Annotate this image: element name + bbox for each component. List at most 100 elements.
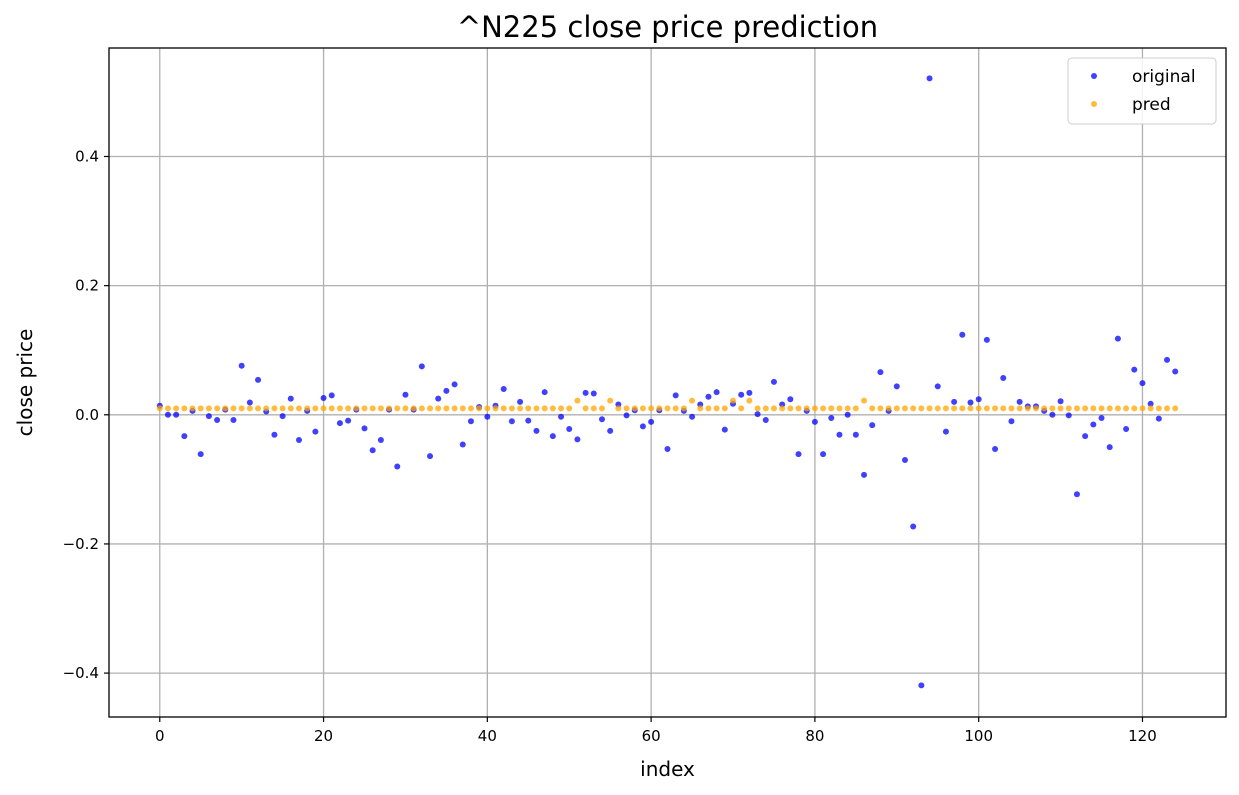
pred-point <box>517 405 524 412</box>
original-point <box>754 411 761 418</box>
original-point <box>525 417 532 424</box>
original-point <box>214 416 221 423</box>
original-point <box>664 446 671 453</box>
y-axis-ticks: −0.4 −0.2 0.0 0.2 0.4 <box>63 147 109 682</box>
original-point <box>287 395 294 402</box>
pred-point <box>901 405 908 412</box>
original-point <box>910 523 917 530</box>
original-point <box>336 420 343 427</box>
original-point <box>435 395 442 402</box>
pred-point <box>762 405 769 412</box>
original-point <box>844 411 851 418</box>
pred-point <box>1155 405 1162 412</box>
original-point <box>811 418 818 425</box>
pred-point <box>615 405 622 412</box>
original-point <box>418 363 425 370</box>
pred-point <box>631 405 638 412</box>
pred-point <box>345 405 352 412</box>
original-point <box>558 413 565 420</box>
pred-point <box>427 405 434 412</box>
original-point <box>942 428 949 435</box>
pred-point <box>484 405 491 412</box>
pred-point <box>656 405 663 412</box>
pred-point <box>680 405 687 412</box>
pred-point <box>598 405 605 412</box>
pred-point <box>451 405 458 412</box>
pred-point <box>1082 405 1089 412</box>
original-point <box>1114 335 1121 342</box>
pred-point <box>721 405 728 412</box>
pred-point <box>738 405 745 412</box>
pred-point <box>697 405 704 412</box>
original-point <box>500 385 507 392</box>
pred-point <box>664 405 671 412</box>
pred-point <box>885 405 892 412</box>
original-point <box>328 392 335 399</box>
original-point <box>951 398 958 405</box>
x-tick-label: 20 <box>314 727 333 745</box>
pred-point <box>492 405 499 412</box>
pred-point <box>353 405 360 412</box>
pred-point <box>230 405 237 412</box>
pred-point <box>689 397 696 404</box>
pred-point <box>320 405 327 412</box>
pred-point <box>1131 405 1138 412</box>
pred-point <box>328 405 335 412</box>
pred-point <box>1090 405 1097 412</box>
pred-point <box>1065 405 1072 412</box>
original-point <box>639 423 646 430</box>
pred-point <box>1049 405 1056 412</box>
x-tick-label: 0 <box>155 727 165 745</box>
original-point <box>345 417 352 424</box>
x-tick-label: 60 <box>642 727 661 745</box>
pred-point <box>639 405 646 412</box>
pred-point <box>893 405 900 412</box>
original-point <box>238 362 245 369</box>
original-point <box>295 436 302 443</box>
original-point <box>279 413 286 420</box>
original-point <box>901 456 908 463</box>
pred-point <box>369 405 376 412</box>
legend-marker-pred <box>1091 101 1097 107</box>
pred-point <box>443 405 450 412</box>
original-point <box>394 463 401 470</box>
pred-point <box>263 405 270 412</box>
pred-point <box>558 405 565 412</box>
pred-point <box>418 405 425 412</box>
original-point <box>877 369 884 376</box>
pred-point <box>156 405 163 412</box>
pred-point <box>1008 405 1015 412</box>
pred-point <box>246 405 253 412</box>
pred-point <box>1106 405 1113 412</box>
y-tick-label: 0.4 <box>75 147 99 165</box>
x-tick-label: 40 <box>478 727 497 745</box>
legend-label-original: original <box>1132 67 1196 87</box>
pred-point <box>549 405 556 412</box>
pred-point <box>197 405 204 412</box>
original-point <box>713 389 720 396</box>
original-point <box>598 416 605 423</box>
pred-point <box>934 405 941 412</box>
pred-point <box>1123 405 1130 412</box>
pred-point <box>1057 405 1064 412</box>
original-point <box>173 411 180 418</box>
pred-point <box>951 405 958 412</box>
original-point <box>377 436 384 443</box>
original-point <box>746 389 753 396</box>
original-point <box>721 426 728 433</box>
original-point <box>1049 411 1056 418</box>
pred-point <box>279 405 286 412</box>
x-tick-label: 120 <box>1128 727 1157 745</box>
pred-point <box>1139 405 1146 412</box>
pred-point <box>820 405 827 412</box>
pred-point <box>754 405 761 412</box>
original-point <box>893 383 900 390</box>
original-point <box>312 428 319 435</box>
pred-point <box>525 405 532 412</box>
original-point <box>582 389 589 396</box>
original-point <box>762 416 769 423</box>
original-point <box>566 425 573 432</box>
pred-point <box>336 405 343 412</box>
pred-point <box>304 405 311 412</box>
pred-point <box>394 405 401 412</box>
